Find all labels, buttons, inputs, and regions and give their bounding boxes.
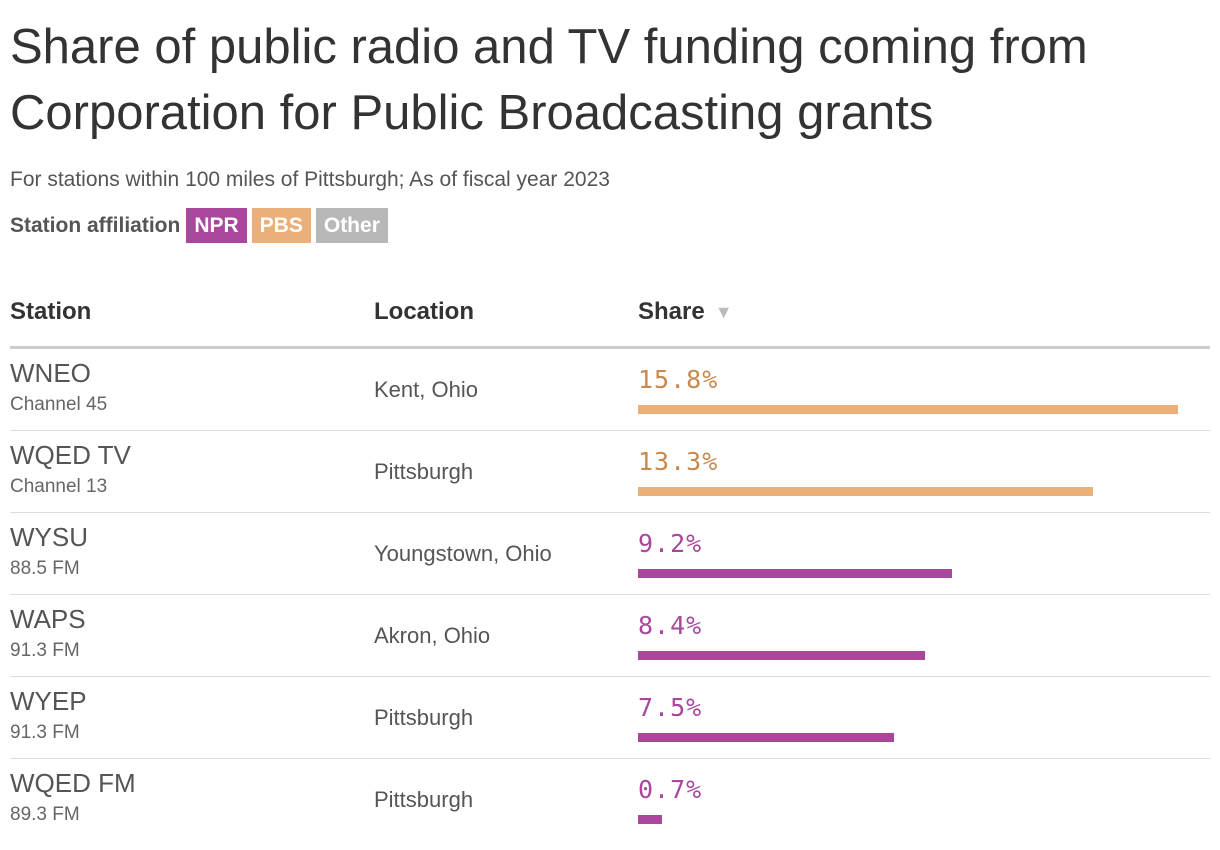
chart-title: Share of public radio and TV funding com… [10,20,1088,140]
header-divider [10,346,1210,349]
station-name: WYSU [10,522,88,552]
table-row: WAPS 91.3 FM Akron, Ohio 8.4% [10,595,1210,677]
station-name: WAPS [10,604,86,634]
station-frequency: 88.5 FM [10,558,80,579]
table-row: WQED FM 89.3 FM Pittsburgh 0.7% [10,759,1210,840]
legend-item-npr[interactable]: NPR [186,208,247,243]
station-name: WYEP [10,686,87,716]
share-bar [638,569,953,578]
share-bar [638,815,662,824]
legend-label: Station affiliation [10,213,181,237]
sort-down-icon[interactable]: ▼ [714,301,733,322]
share-value-label: 8.4% [638,611,703,640]
share-bar [638,487,1093,496]
share-value-label: 0.7% [638,775,703,804]
legend-item-pbs[interactable]: PBS [251,208,311,243]
share-value-label: 13.3% [638,447,719,476]
station-name: WQED TV [10,440,131,470]
station-location: Kent, Ohio [374,377,478,402]
share-bar [638,733,895,742]
column-header-share-label: Share [638,298,705,325]
station-location: Pittsburgh [374,787,474,812]
station-frequency: Channel 13 [10,476,108,497]
column-header-station[interactable]: Station [10,298,92,325]
column-header-location[interactable]: Location [374,298,474,325]
legend: Station affiliation NPR PBS Other [10,208,393,243]
share-value-label: 9.2% [638,529,703,558]
table-row: WNEO Channel 45 Kent, Ohio 15.8% [10,349,1210,431]
share-value-label: 7.5% [638,693,703,722]
chart-subtitle: For stations within 100 miles of Pittsbu… [10,168,610,191]
table-header: Station Location Share ▼ [10,292,1210,332]
legend-item-other[interactable]: Other [315,208,388,243]
station-location: Youngstown, Ohio [374,541,552,566]
table-row: WYSU 88.5 FM Youngstown, Ohio 9.2% [10,513,1210,595]
station-frequency: 89.3 FM [10,804,80,825]
share-bar [638,651,926,660]
station-frequency: 91.3 FM [10,722,80,743]
table-body: WNEO Channel 45 Kent, Ohio 15.8% WQED TV Chan… [10,349,1210,840]
station-location: Pittsburgh [374,459,474,484]
column-header-share[interactable]: Share ▼ [638,298,733,326]
station-frequency: 91.3 FM [10,640,80,661]
station-location: Pittsburgh [374,705,474,730]
station-name: WNEO [10,358,91,388]
station-frequency: Channel 45 [10,394,108,415]
station-name: WQED FM [10,768,136,798]
share-bar [638,405,1178,414]
station-location: Akron, Ohio [374,623,491,648]
table-row: WQED TV Channel 13 Pittsburgh 13.3% [10,431,1210,513]
share-value-label: 15.8% [638,365,719,394]
table-row: WYEP 91.3 FM Pittsburgh 7.5% [10,677,1210,759]
